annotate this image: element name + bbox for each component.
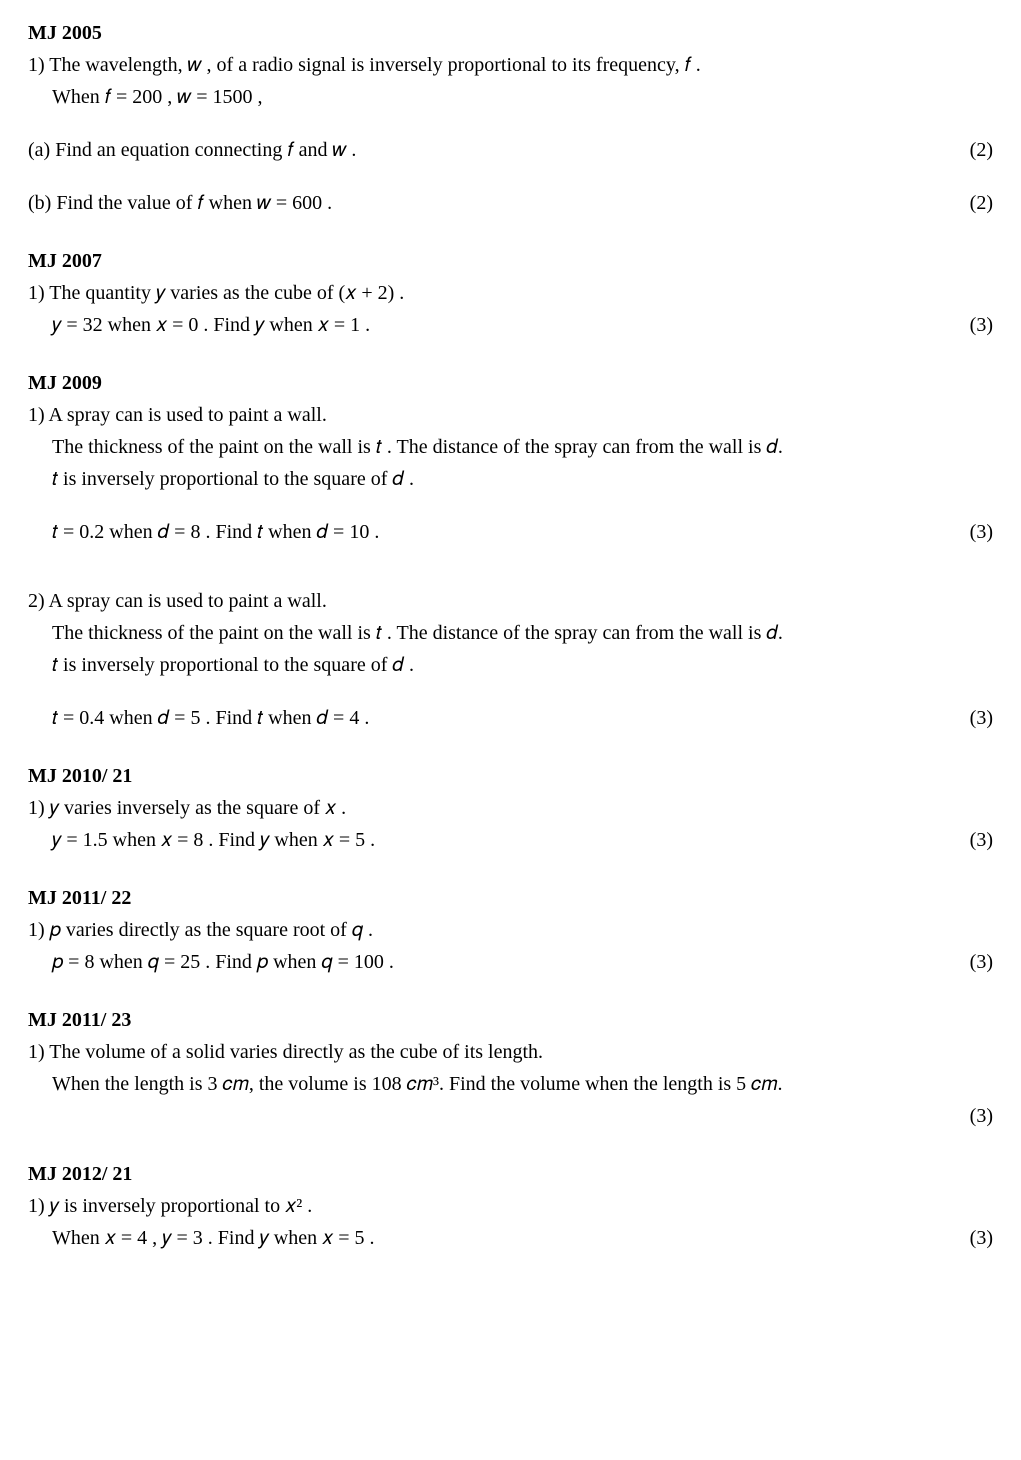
question-line: The thickness of the paint on the wall i… bbox=[28, 618, 993, 648]
question-line: 2) A spray can is used to paint a wall. bbox=[28, 586, 993, 616]
marks-label: (3) bbox=[970, 947, 993, 977]
marks-label: (2) bbox=[970, 188, 993, 218]
question-text: When 𝑥 = 4 , 𝑦 = 3 . Find 𝑦 when 𝑥 = 5 . bbox=[52, 1223, 970, 1253]
marks-label: (3) bbox=[970, 703, 993, 733]
marks-label: (3) bbox=[970, 310, 993, 340]
question-line: 1) A spray can is used to paint a wall. bbox=[28, 400, 993, 430]
question-line: 1) The wavelength, 𝑤 , of a radio signal… bbox=[28, 50, 993, 80]
question-text: 𝑦 = 1.5 when 𝑥 = 8 . Find 𝑦 when 𝑥 = 5 . bbox=[52, 825, 970, 855]
marks-label: (3) bbox=[970, 1223, 993, 1253]
question-text: 𝑡 = 0.2 when 𝑑 = 8 . Find 𝑡 when 𝑑 = 10 … bbox=[52, 517, 970, 547]
question-row: 𝑝 = 8 when 𝑞 = 25 . Find 𝑝 when 𝑞 = 100 … bbox=[28, 947, 993, 977]
marks-label: (3) bbox=[970, 517, 993, 547]
section-heading: MJ 2012/ 21 bbox=[28, 1159, 993, 1189]
question-text: (b) Find the value of 𝑓 when 𝑤 = 600 . bbox=[28, 188, 970, 218]
question-line: 𝑡 is inversely proportional to the squar… bbox=[28, 650, 993, 680]
section-heading: MJ 2011/ 22 bbox=[28, 883, 993, 913]
question-text: 𝑦 = 32 when 𝑥 = 0 . Find 𝑦 when 𝑥 = 1 . bbox=[52, 310, 970, 340]
question-line: 1) The volume of a solid varies directly… bbox=[28, 1037, 993, 1067]
section-heading: MJ 2005 bbox=[28, 18, 993, 48]
question-line: When 𝑓 = 200 , 𝑤 = 1500 , bbox=[28, 82, 993, 112]
question-row: 𝑡 = 0.2 when 𝑑 = 8 . Find 𝑡 when 𝑑 = 10 … bbox=[28, 517, 993, 547]
marks-label: (3) bbox=[970, 1101, 993, 1131]
question-line: 1) 𝑦 varies inversely as the square of 𝑥… bbox=[28, 793, 993, 823]
question-text: (a) Find an equation connecting 𝑓 and 𝑤 … bbox=[28, 135, 970, 165]
question-line: 𝑡 is inversely proportional to the squar… bbox=[28, 464, 993, 494]
question-row: (a) Find an equation connecting 𝑓 and 𝑤 … bbox=[28, 135, 993, 165]
question-line: 1) The quantity 𝑦 varies as the cube of … bbox=[28, 278, 993, 308]
marks-label: (2) bbox=[970, 135, 993, 165]
section-heading: MJ 2007 bbox=[28, 246, 993, 276]
question-row: 𝑦 = 1.5 when 𝑥 = 8 . Find 𝑦 when 𝑥 = 5 .… bbox=[28, 825, 993, 855]
question-row: (3) bbox=[28, 1101, 993, 1131]
vertical-gap bbox=[28, 682, 993, 702]
question-row: 𝑦 = 32 when 𝑥 = 0 . Find 𝑦 when 𝑥 = 1 .(… bbox=[28, 310, 993, 340]
vertical-gap bbox=[28, 549, 993, 585]
vertical-gap bbox=[28, 496, 993, 516]
question-text: 𝑝 = 8 when 𝑞 = 25 . Find 𝑝 when 𝑞 = 100 … bbox=[52, 947, 970, 977]
question-line: When the length is 3 𝑐𝑚, the volume is 1… bbox=[28, 1069, 993, 1099]
vertical-gap bbox=[28, 167, 993, 187]
section-heading: MJ 2009 bbox=[28, 368, 993, 398]
question-row: (b) Find the value of 𝑓 when 𝑤 = 600 .(2… bbox=[28, 188, 993, 218]
section-heading: MJ 2011/ 23 bbox=[28, 1005, 993, 1035]
marks-label: (3) bbox=[970, 825, 993, 855]
document-body: MJ 20051) The wavelength, 𝑤 , of a radio… bbox=[28, 18, 993, 1253]
vertical-gap bbox=[28, 114, 993, 134]
question-line: 1) 𝑝 varies directly as the square root … bbox=[28, 915, 993, 945]
question-line: The thickness of the paint on the wall i… bbox=[28, 432, 993, 462]
section-heading: MJ 2010/ 21 bbox=[28, 761, 993, 791]
question-line: 1) 𝑦 is inversely proportional to 𝑥² . bbox=[28, 1191, 993, 1221]
question-row: When 𝑥 = 4 , 𝑦 = 3 . Find 𝑦 when 𝑥 = 5 .… bbox=[28, 1223, 993, 1253]
question-text: 𝑡 = 0.4 when 𝑑 = 5 . Find 𝑡 when 𝑑 = 4 . bbox=[52, 703, 970, 733]
question-row: 𝑡 = 0.4 when 𝑑 = 5 . Find 𝑡 when 𝑑 = 4 .… bbox=[28, 703, 993, 733]
